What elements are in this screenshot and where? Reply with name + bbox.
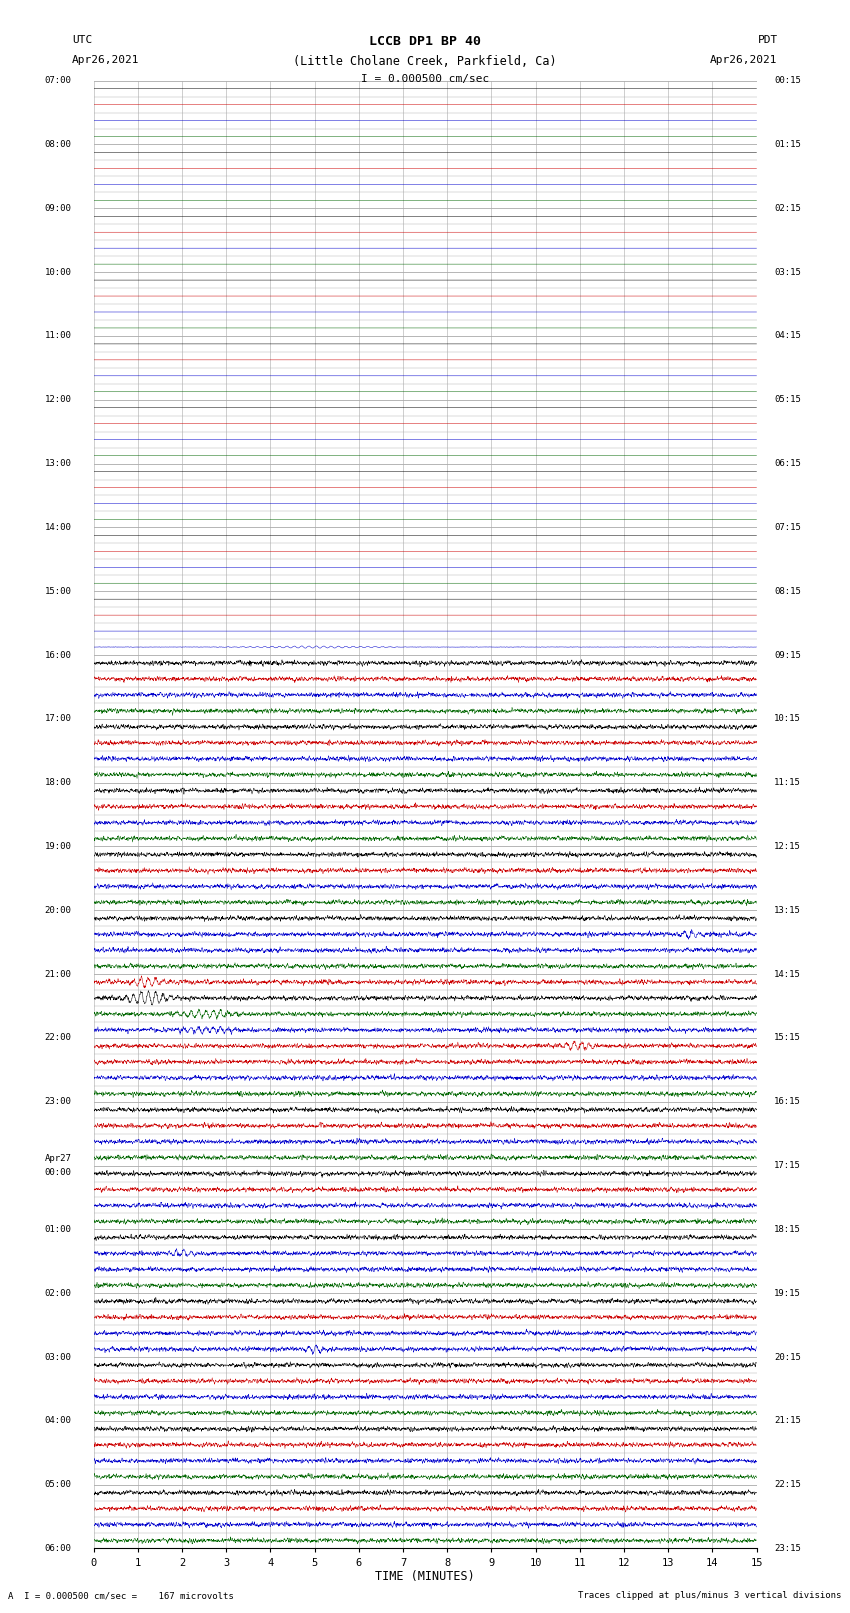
Text: 15:00: 15:00 <box>44 587 71 595</box>
Text: 00:15: 00:15 <box>774 76 801 85</box>
Text: 07:15: 07:15 <box>774 523 801 532</box>
Text: I = 0.000500 cm/sec: I = 0.000500 cm/sec <box>361 74 489 84</box>
Text: 13:00: 13:00 <box>44 460 71 468</box>
Text: 08:00: 08:00 <box>44 140 71 148</box>
Text: 01:15: 01:15 <box>774 140 801 148</box>
Text: 09:15: 09:15 <box>774 650 801 660</box>
Text: 04:00: 04:00 <box>44 1416 71 1426</box>
Text: 08:15: 08:15 <box>774 587 801 595</box>
Text: UTC: UTC <box>72 35 93 45</box>
Text: 17:15: 17:15 <box>774 1161 801 1169</box>
Text: 10:15: 10:15 <box>774 715 801 723</box>
Text: 11:00: 11:00 <box>44 331 71 340</box>
Text: 15:15: 15:15 <box>774 1034 801 1042</box>
Text: 16:15: 16:15 <box>774 1097 801 1107</box>
X-axis label: TIME (MINUTES): TIME (MINUTES) <box>375 1571 475 1584</box>
Text: 05:00: 05:00 <box>44 1481 71 1489</box>
Text: Traces clipped at plus/minus 3 vertical divisions: Traces clipped at plus/minus 3 vertical … <box>578 1590 842 1600</box>
Text: 23:15: 23:15 <box>774 1544 801 1553</box>
Text: 05:15: 05:15 <box>774 395 801 405</box>
Text: 07:00: 07:00 <box>44 76 71 85</box>
Text: 02:15: 02:15 <box>774 203 801 213</box>
Text: 14:00: 14:00 <box>44 523 71 532</box>
Text: 02:00: 02:00 <box>44 1289 71 1298</box>
Text: 17:00: 17:00 <box>44 715 71 723</box>
Text: PDT: PDT <box>757 35 778 45</box>
Text: 22:00: 22:00 <box>44 1034 71 1042</box>
Text: 12:15: 12:15 <box>774 842 801 852</box>
Text: 20:15: 20:15 <box>774 1353 801 1361</box>
Text: 13:15: 13:15 <box>774 907 801 915</box>
Text: 01:00: 01:00 <box>44 1224 71 1234</box>
Text: 12:00: 12:00 <box>44 395 71 405</box>
Text: 21:15: 21:15 <box>774 1416 801 1426</box>
Text: 14:15: 14:15 <box>774 969 801 979</box>
Text: 18:15: 18:15 <box>774 1224 801 1234</box>
Text: Apr26,2021: Apr26,2021 <box>72 55 139 65</box>
Text: 18:00: 18:00 <box>44 777 71 787</box>
Text: 19:15: 19:15 <box>774 1289 801 1298</box>
Text: 09:00: 09:00 <box>44 203 71 213</box>
Text: Apr26,2021: Apr26,2021 <box>711 55 778 65</box>
Text: Apr27: Apr27 <box>44 1155 71 1163</box>
Text: 21:00: 21:00 <box>44 969 71 979</box>
Text: 03:15: 03:15 <box>774 268 801 276</box>
Text: 11:15: 11:15 <box>774 777 801 787</box>
Text: 06:15: 06:15 <box>774 460 801 468</box>
Text: 23:00: 23:00 <box>44 1097 71 1107</box>
Text: 00:00: 00:00 <box>44 1168 71 1177</box>
Text: 16:00: 16:00 <box>44 650 71 660</box>
Text: 04:15: 04:15 <box>774 331 801 340</box>
Text: (Little Cholane Creek, Parkfield, Ca): (Little Cholane Creek, Parkfield, Ca) <box>293 55 557 68</box>
Text: 10:00: 10:00 <box>44 268 71 276</box>
Text: 06:00: 06:00 <box>44 1544 71 1553</box>
Text: 19:00: 19:00 <box>44 842 71 852</box>
Text: 03:00: 03:00 <box>44 1353 71 1361</box>
Text: 20:00: 20:00 <box>44 907 71 915</box>
Text: A  I = 0.000500 cm/sec =    167 microvolts: A I = 0.000500 cm/sec = 167 microvolts <box>8 1590 235 1600</box>
Text: 22:15: 22:15 <box>774 1481 801 1489</box>
Text: LCCB DP1 BP 40: LCCB DP1 BP 40 <box>369 35 481 48</box>
